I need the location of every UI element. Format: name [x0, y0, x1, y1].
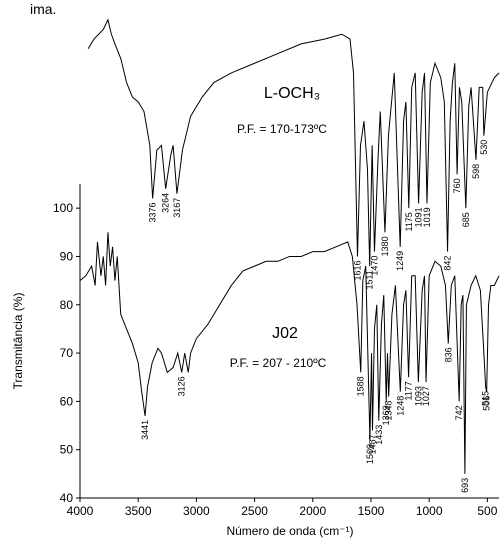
spectrum-line	[87, 18, 500, 267]
x-tick-label: 3000	[183, 504, 210, 518]
peak-label: 1019	[422, 207, 432, 227]
x-tick-label: 2500	[241, 504, 268, 518]
annotation: L-OCH₃	[264, 85, 320, 102]
peak-label: 1177	[404, 381, 414, 400]
annotation: P.F. = 170-173ºC	[237, 122, 327, 136]
peak-label: 1509	[365, 444, 375, 464]
peak-label: 3167	[172, 198, 182, 218]
peak-label: 1249	[395, 251, 405, 271]
peak-label: 1093	[413, 386, 423, 406]
peak-label: 1027	[421, 386, 431, 406]
peak-label: 1616	[353, 261, 363, 281]
x-tick-label: 1000	[416, 504, 443, 518]
y-tick-label: 50	[60, 443, 74, 457]
x-axis-title: Número de onda (cm⁻¹)	[226, 524, 353, 538]
peak-label: 530	[479, 140, 489, 155]
x-tick-label: 1500	[358, 504, 385, 518]
peak-label: 515	[481, 391, 491, 406]
x-tick-label: 500	[477, 504, 497, 518]
peak-label: 836	[443, 347, 453, 362]
y-tick-label: 60	[60, 394, 74, 408]
peak-label: 598	[471, 164, 481, 179]
peak-label: 1348	[384, 401, 394, 421]
peak-label: 1380	[380, 236, 390, 256]
y-axis-title: Transmitância (%)	[11, 293, 25, 390]
peak-label: 1433	[374, 425, 384, 445]
peak-label: 506	[482, 396, 492, 411]
peak-label: 3264	[161, 193, 171, 213]
peak-label: 1091	[414, 207, 424, 227]
peak-label: 1369	[381, 405, 391, 425]
annotation: P.F. = 207 - 210ºC	[230, 356, 327, 370]
peak-label: 3441	[140, 420, 150, 440]
peak-label: 685	[461, 212, 471, 227]
x-tick-label: 2000	[299, 504, 326, 518]
peak-label: 760	[452, 178, 462, 193]
peak-label: 842	[443, 256, 453, 271]
x-tick-label: 4000	[67, 504, 94, 518]
x-tick-label: 3500	[125, 504, 152, 518]
peak-label: 742	[454, 405, 464, 420]
peak-label: 693	[460, 478, 470, 493]
peak-label: 3376	[148, 203, 158, 223]
peak-label: 1175	[404, 212, 414, 231]
peak-label: 3126	[177, 376, 187, 396]
peak-label: 1487	[368, 434, 378, 454]
y-tick-label: 70	[60, 346, 74, 360]
annotation: J02	[272, 325, 298, 342]
caption: ima.	[30, 1, 56, 17]
peak-label: 1511	[365, 270, 375, 289]
spectrum-line	[79, 232, 500, 474]
y-tick-label: 40	[60, 491, 74, 505]
peak-label: 1588	[356, 376, 366, 396]
peak-label: 1248	[395, 396, 405, 416]
y-tick-label: 100	[53, 201, 73, 215]
peak-label: 1470	[370, 256, 380, 276]
y-tick-label: 90	[60, 249, 74, 263]
y-tick-label: 80	[60, 298, 74, 312]
